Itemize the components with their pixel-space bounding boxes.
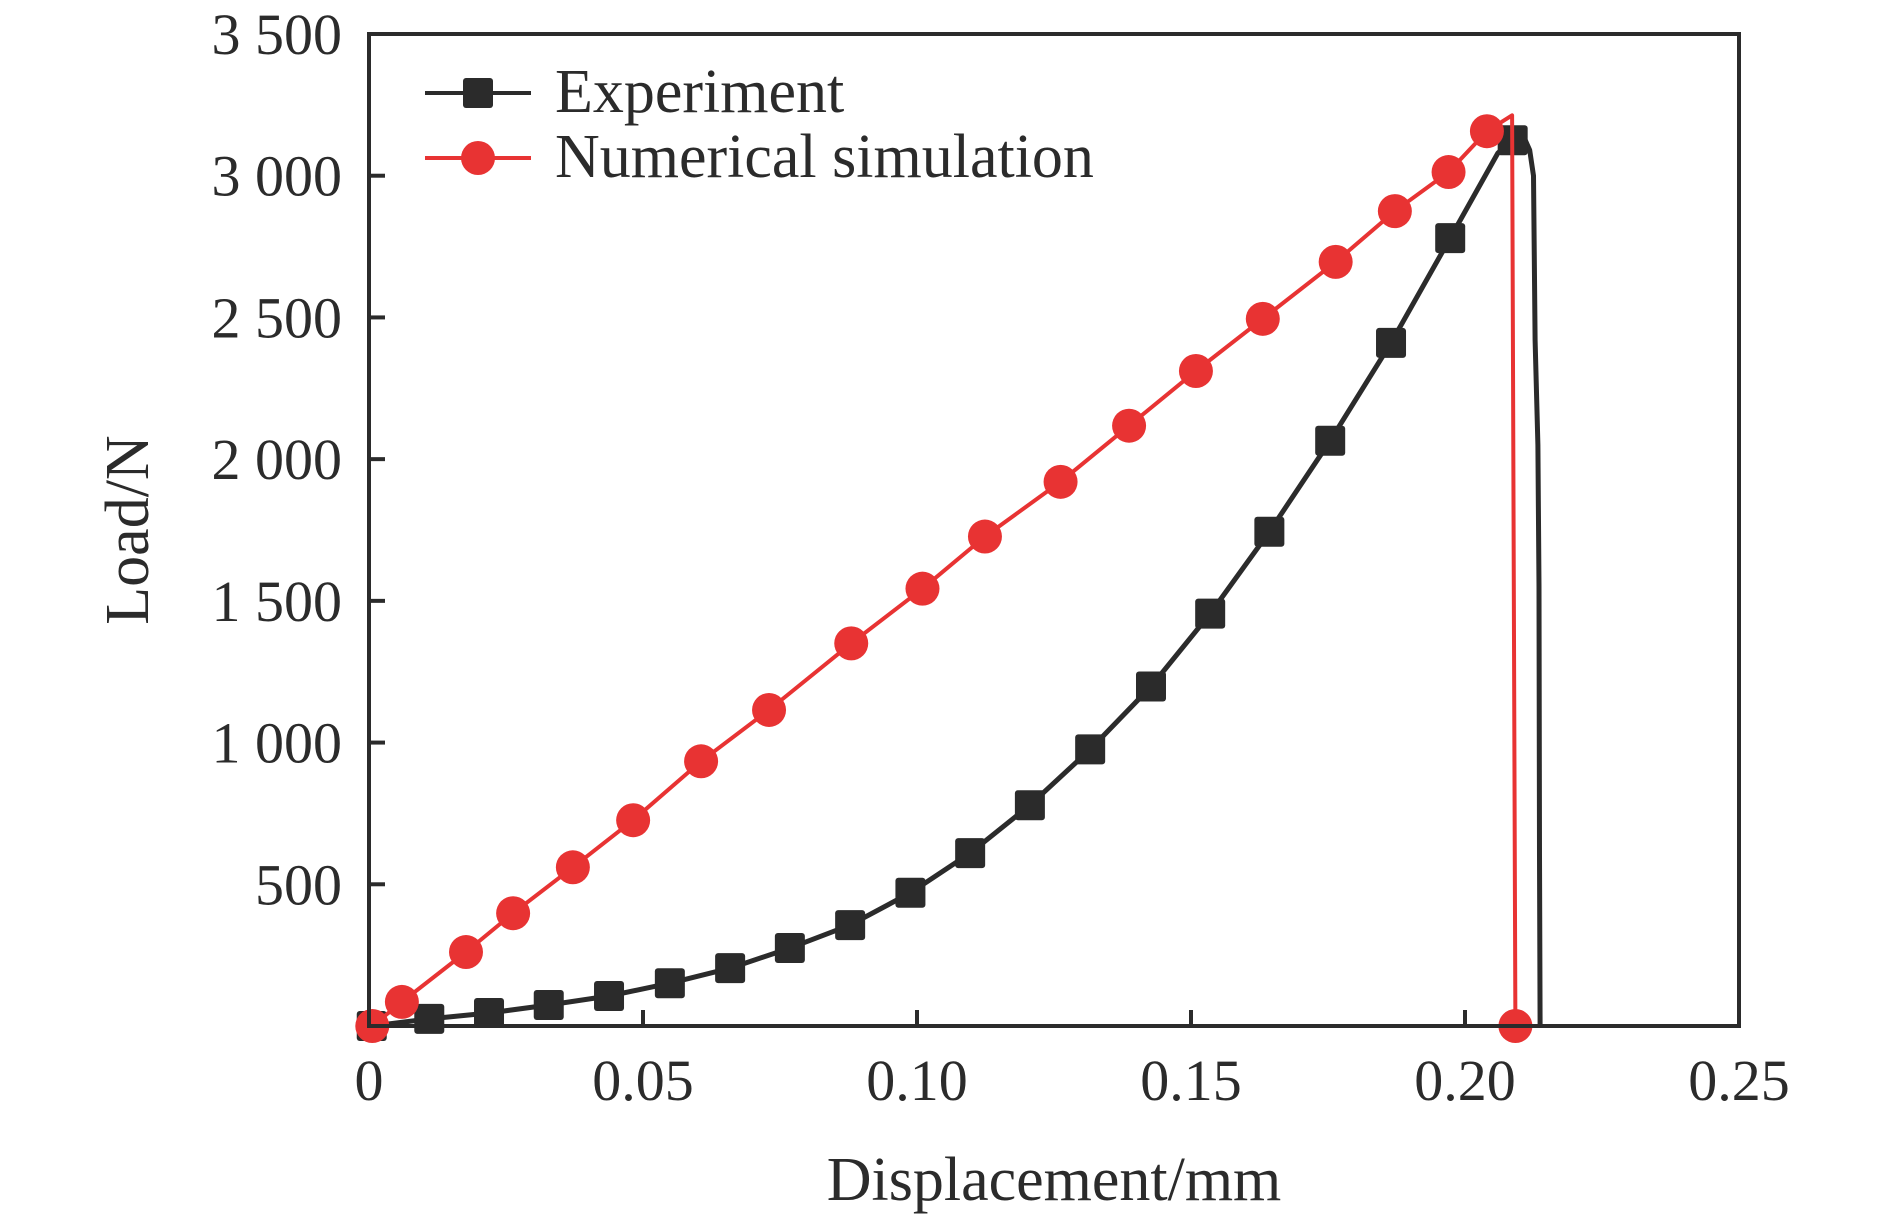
- data-point-numerical-simulation: [1178, 353, 1213, 388]
- data-point-numerical-simulation: [1112, 408, 1147, 443]
- legend: Experiment Numerical simulation: [425, 58, 1094, 191]
- data-point-experiment: [1014, 790, 1045, 821]
- y-tick-labels: 500 1 000 1 500 2 000 2 500 3 000 3 500: [212, 2, 343, 917]
- data-point-numerical-simulation: [684, 744, 719, 779]
- data-point-numerical-simulation: [555, 850, 590, 885]
- data-point-experiment: [1135, 671, 1166, 702]
- x-tick-label: 0: [355, 1048, 384, 1113]
- data-point-experiment: [835, 910, 866, 941]
- y-tick-label: 500: [255, 852, 342, 917]
- data-point-experiment: [895, 877, 926, 908]
- data-point-numerical-simulation: [1043, 464, 1078, 499]
- data-point-numerical-simulation: [1377, 194, 1412, 229]
- legend-item-experiment: Experiment: [425, 58, 844, 126]
- data-point-experiment: [1376, 327, 1407, 358]
- data-point-experiment: [1075, 734, 1106, 765]
- data-point-experiment: [1315, 425, 1346, 456]
- y-tick-label: 1 500: [212, 569, 343, 634]
- data-point-numerical-simulation: [1469, 114, 1504, 149]
- data-point-numerical-simulation: [384, 984, 419, 1019]
- data-point-experiment: [533, 990, 564, 1021]
- legend-item-numerical-simulation: Numerical simulation: [425, 123, 1094, 191]
- y-tick-label: 3 500: [212, 2, 343, 67]
- series-layer: [355, 113, 1543, 1043]
- legend-label-numerical-simulation: Numerical simulation: [555, 123, 1094, 191]
- data-point-numerical-simulation: [967, 519, 1002, 554]
- data-point-numerical-simulation: [1431, 155, 1466, 190]
- data-point-experiment: [1254, 516, 1285, 547]
- data-point-numerical-simulation: [496, 896, 531, 931]
- x-tick-label: 0.10: [866, 1048, 968, 1113]
- legend-square-marker-icon: [463, 78, 493, 108]
- data-point-experiment: [594, 980, 625, 1011]
- x-axis-title: Displacement/mm: [827, 1146, 1282, 1214]
- y-tick-label: 3 000: [212, 144, 343, 209]
- data-point-numerical-simulation: [448, 935, 483, 970]
- legend-circle-marker-icon: [461, 141, 495, 175]
- data-point-experiment: [955, 838, 986, 869]
- data-point-experiment: [1195, 598, 1226, 629]
- x-tick-label: 0.15: [1140, 1048, 1242, 1113]
- legend-label-experiment: Experiment: [555, 58, 844, 126]
- data-point-experiment: [1435, 223, 1466, 254]
- data-point-experiment: [774, 933, 805, 964]
- data-point-numerical-simulation: [905, 571, 940, 606]
- y-tick-label: 1 000: [212, 711, 343, 776]
- x-tick-label: 0.20: [1414, 1048, 1516, 1113]
- data-point-experiment: [414, 1003, 445, 1034]
- data-point-numerical-simulation: [616, 803, 651, 838]
- x-tick-label: 0.25: [1688, 1048, 1790, 1113]
- data-point-numerical-simulation: [752, 692, 787, 727]
- y-tick-label: 2 500: [212, 285, 343, 350]
- data-point-numerical-simulation: [834, 626, 869, 661]
- data-point-numerical-simulation: [1318, 244, 1353, 279]
- y-tick-label: 2 000: [212, 427, 343, 492]
- data-point-numerical-simulation: [1245, 301, 1280, 336]
- y-axis-title: Load/N: [94, 435, 162, 624]
- ticks-layer: [369, 173, 1467, 1026]
- data-point-experiment: [474, 997, 505, 1028]
- x-tick-label: 0.05: [592, 1048, 694, 1113]
- data-point-experiment: [654, 968, 685, 999]
- plot-frame: [367, 32, 1741, 1028]
- data-point-experiment: [715, 953, 746, 984]
- x-tick-labels: 0 0.05 0.10 0.15 0.20 0.25: [355, 1048, 1790, 1113]
